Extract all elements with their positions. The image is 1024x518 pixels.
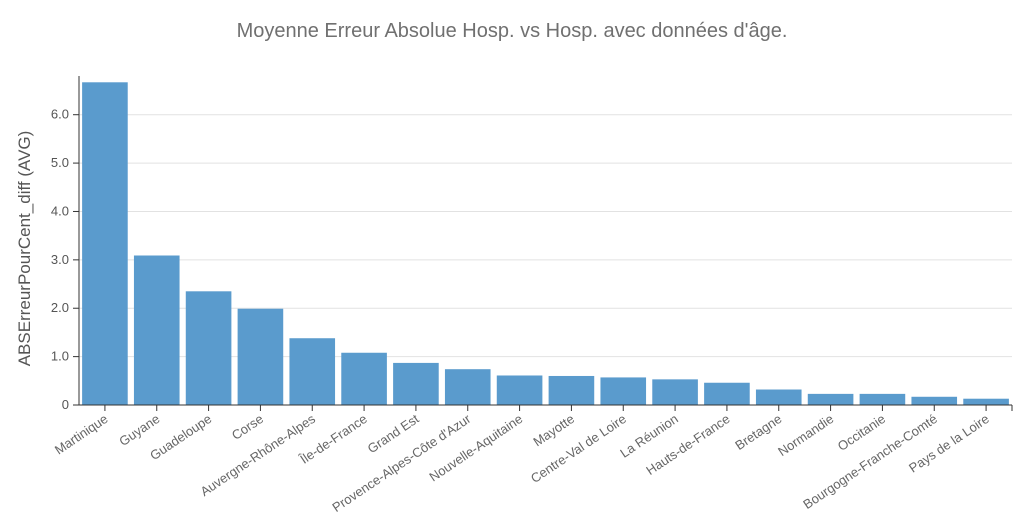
x-tick-label: Mayotte <box>530 411 577 449</box>
bar[interactable] <box>755 389 802 405</box>
x-tick-label: Centre-Val de Loire <box>528 411 629 486</box>
bar[interactable] <box>237 308 284 405</box>
bar[interactable] <box>82 82 128 405</box>
y-tick-label: 6.0 <box>51 107 69 122</box>
bar[interactable] <box>133 255 180 405</box>
bar[interactable] <box>600 377 647 405</box>
y-tick-label: 0 <box>62 397 69 412</box>
y-tick-label: 1.0 <box>51 349 69 364</box>
bar[interactable] <box>807 393 854 405</box>
x-tick-label: Martinique <box>52 411 111 457</box>
x-tick-label: Normandie <box>775 411 836 459</box>
y-tick-label: 4.0 <box>51 203 69 218</box>
bar[interactable] <box>393 362 439 405</box>
chart-title: Moyenne Erreur Absolue Hosp. vs Hosp. av… <box>236 20 788 42</box>
bar[interactable] <box>496 375 543 405</box>
x-tick-label: Guyane <box>116 411 162 449</box>
bar[interactable] <box>704 382 750 405</box>
bar[interactable] <box>341 352 387 405</box>
bar[interactable] <box>859 393 906 405</box>
bar[interactable] <box>963 398 1009 405</box>
x-tick-label: Corse <box>229 411 266 443</box>
bar[interactable] <box>652 379 698 405</box>
x-tick-label: Nouvelle-Aquitaine <box>426 411 525 484</box>
y-tick-label: 5.0 <box>51 155 69 170</box>
y-axis-label: ABSErreurPourCent_diff (AVG) <box>15 131 34 367</box>
y-tick-label: 3.0 <box>51 252 69 267</box>
bar[interactable] <box>289 338 336 405</box>
bar[interactable] <box>444 369 491 405</box>
bar[interactable] <box>911 396 958 405</box>
y-tick-label: 2.0 <box>51 300 69 315</box>
bar[interactable] <box>548 375 595 405</box>
bar[interactable] <box>185 291 232 405</box>
